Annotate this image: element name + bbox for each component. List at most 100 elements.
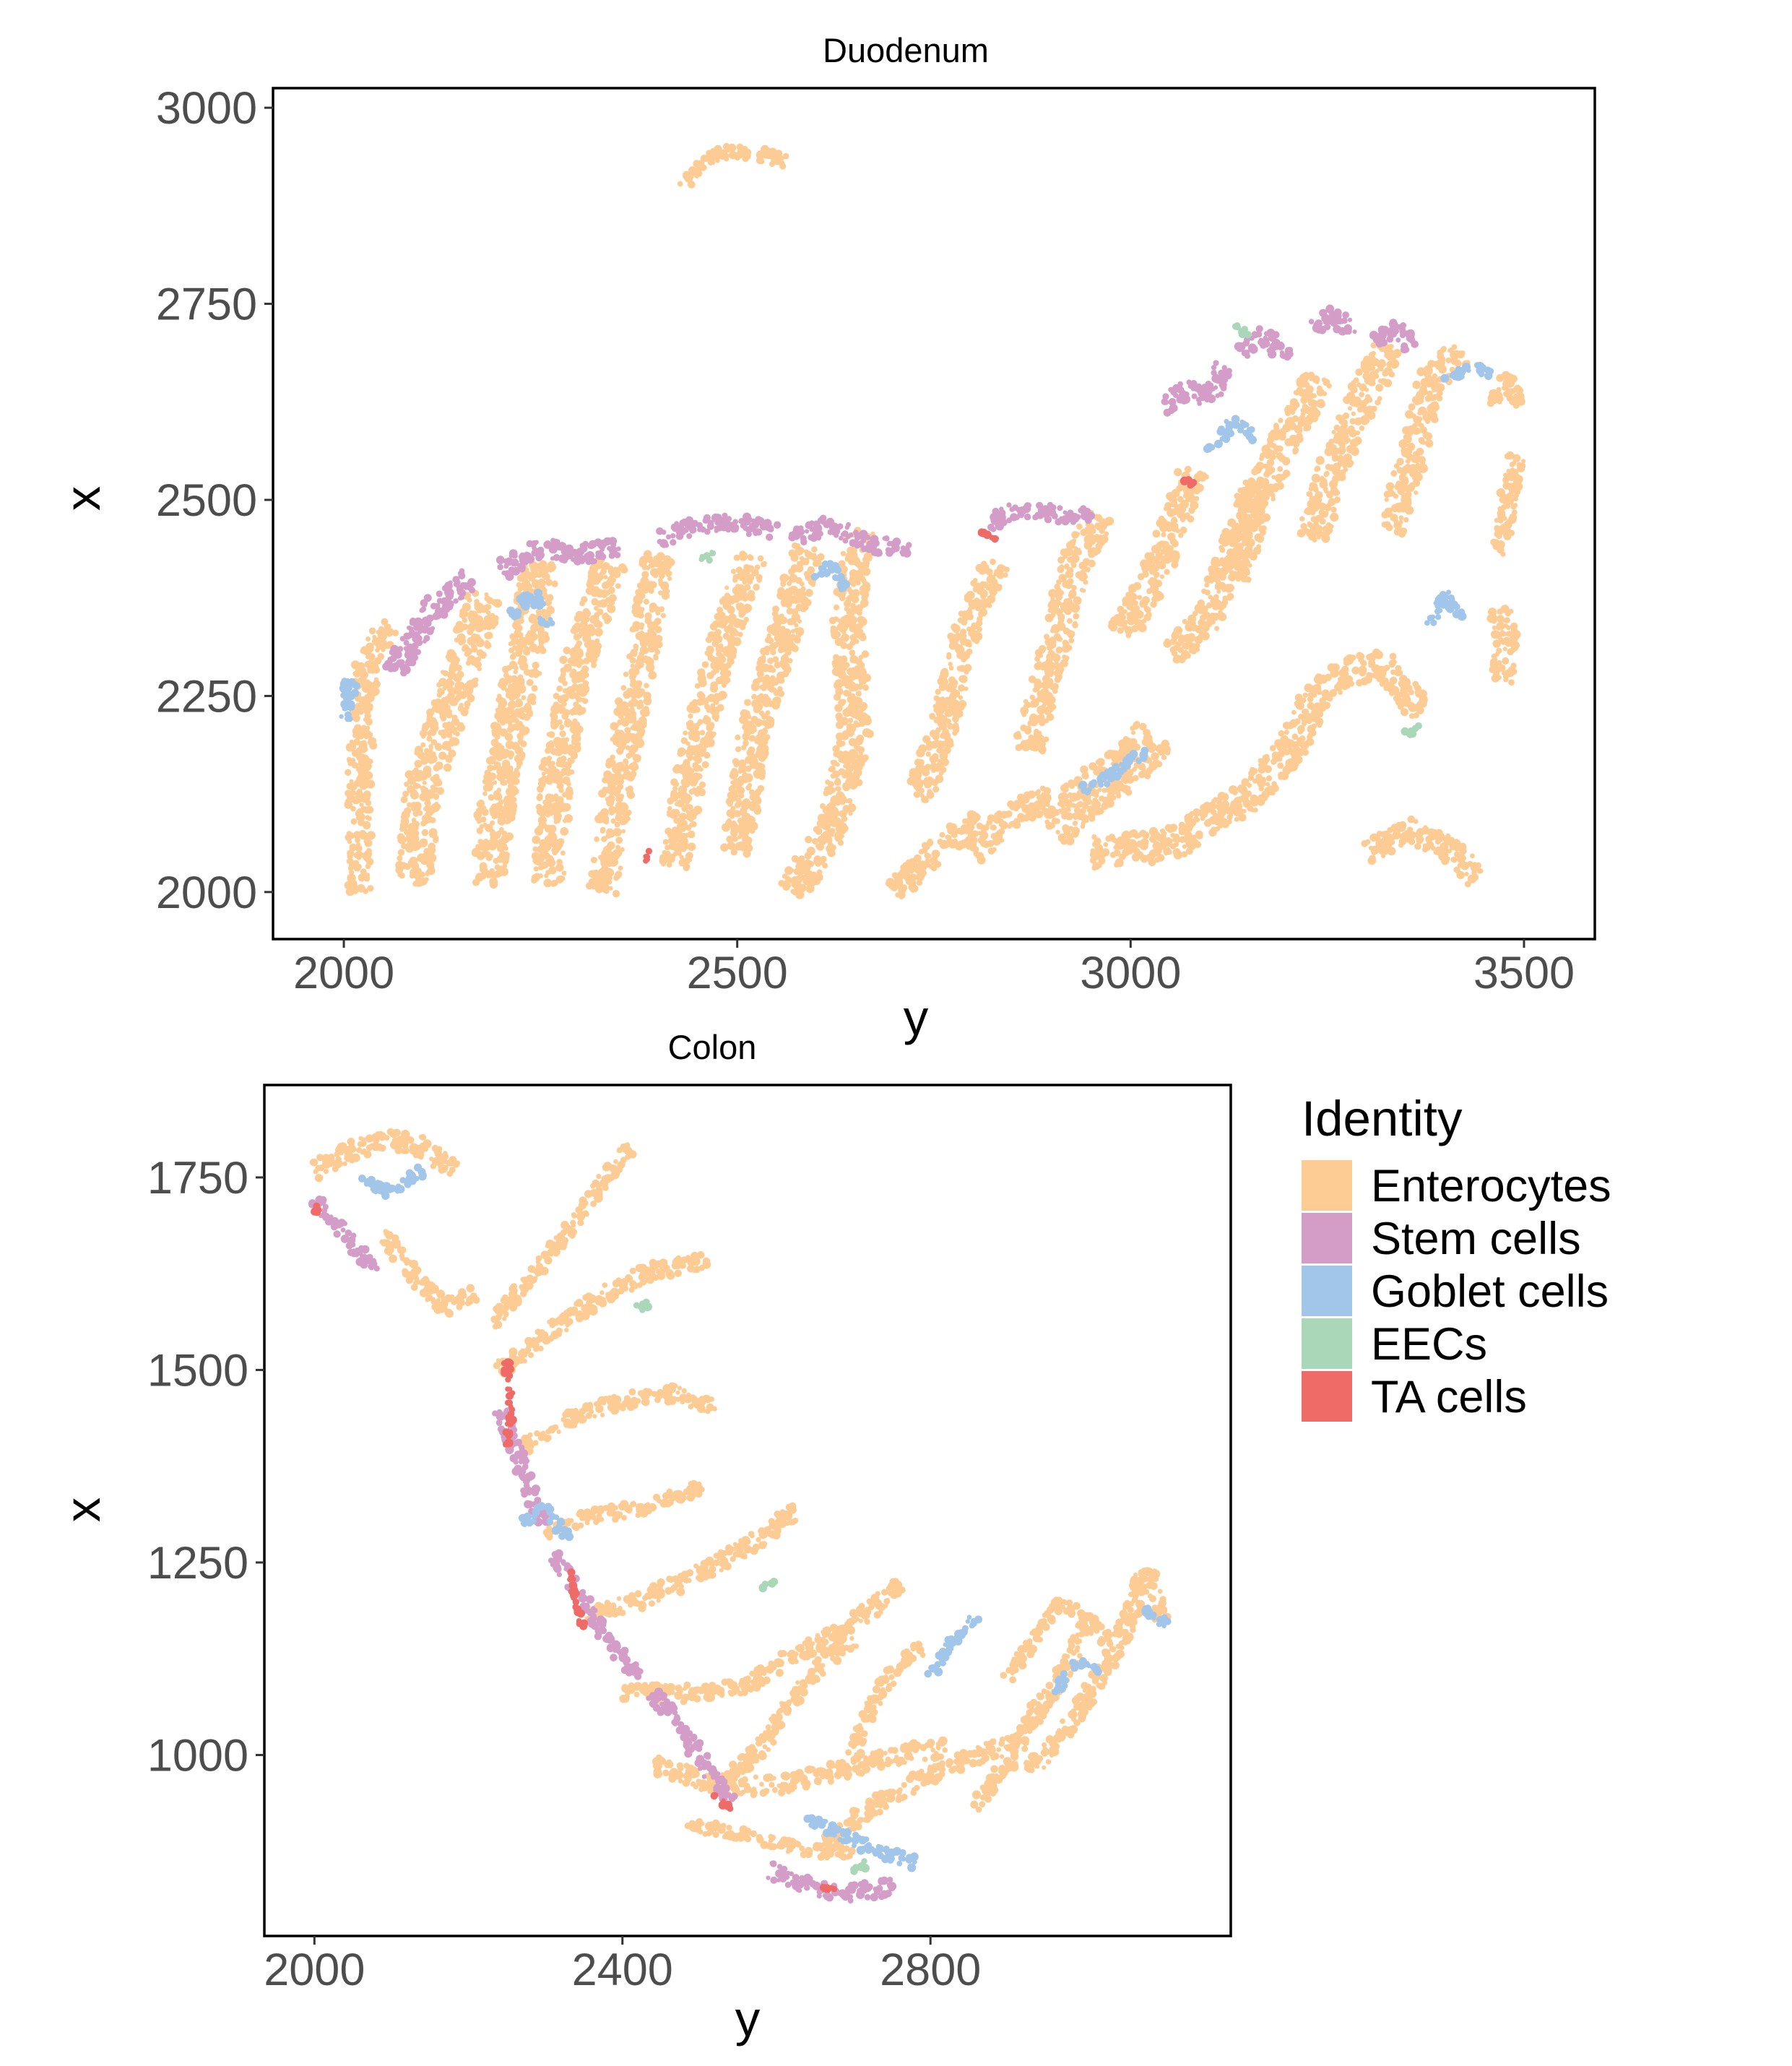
cell-point bbox=[932, 753, 939, 761]
cell-point bbox=[1112, 837, 1118, 844]
cell-point bbox=[498, 812, 506, 819]
cell-point bbox=[566, 782, 571, 787]
cell-point bbox=[515, 639, 521, 646]
cell-point bbox=[924, 852, 931, 859]
cell-point bbox=[678, 826, 683, 832]
cell-point bbox=[1164, 501, 1172, 510]
cell-point bbox=[564, 761, 569, 766]
cell-point bbox=[441, 732, 447, 739]
cell-point bbox=[404, 782, 410, 787]
cell-point bbox=[941, 667, 948, 675]
cell-point bbox=[855, 691, 862, 697]
cell-point bbox=[799, 581, 805, 587]
cell-point bbox=[1020, 706, 1029, 715]
cell-point bbox=[365, 779, 376, 789]
cell-point bbox=[1252, 807, 1258, 813]
cell-point bbox=[667, 571, 672, 576]
cell-point bbox=[1034, 730, 1042, 739]
cell-point bbox=[1048, 600, 1055, 608]
cell-point bbox=[843, 764, 848, 769]
cell-point bbox=[593, 869, 599, 875]
cell-point bbox=[350, 805, 356, 812]
cell-point bbox=[1081, 821, 1086, 826]
cell-point bbox=[1152, 530, 1161, 538]
cell-point bbox=[659, 854, 666, 861]
cell-point bbox=[802, 558, 807, 564]
cell-point bbox=[365, 839, 373, 847]
cell-point bbox=[538, 566, 547, 575]
cell-point bbox=[602, 777, 609, 784]
cell-point bbox=[490, 820, 495, 826]
cell-point bbox=[631, 699, 639, 707]
cell-point bbox=[607, 604, 616, 613]
cell-point bbox=[368, 627, 376, 635]
cell-point bbox=[947, 826, 956, 835]
cell-point bbox=[536, 826, 542, 832]
cell-point bbox=[515, 649, 522, 657]
cell-point bbox=[385, 623, 391, 630]
cell-point bbox=[415, 774, 422, 782]
cell-point bbox=[352, 887, 359, 894]
cell-point bbox=[1216, 803, 1225, 812]
cell-point bbox=[412, 830, 420, 837]
cell-point bbox=[795, 857, 805, 866]
cell-point bbox=[615, 763, 620, 769]
cell-point bbox=[349, 858, 354, 864]
cell-point bbox=[711, 641, 717, 647]
cell-point bbox=[1113, 751, 1119, 756]
cell-point bbox=[375, 647, 380, 653]
cell-point bbox=[1166, 508, 1176, 517]
cell-point bbox=[767, 657, 774, 665]
cell-point bbox=[621, 709, 628, 717]
cell-point bbox=[927, 789, 932, 795]
cell-point bbox=[540, 863, 547, 870]
cell-point bbox=[1062, 608, 1068, 613]
cell-point bbox=[850, 693, 856, 699]
cell-point bbox=[797, 873, 805, 881]
cell-point bbox=[469, 610, 474, 615]
cell-point bbox=[857, 703, 863, 708]
cell-point bbox=[547, 765, 557, 774]
cell-point bbox=[678, 837, 685, 845]
cell-point bbox=[600, 808, 609, 817]
cell-point bbox=[360, 868, 367, 876]
cell-point bbox=[1137, 595, 1143, 600]
cell-point bbox=[546, 605, 555, 615]
cell-point bbox=[957, 617, 964, 623]
cell-point bbox=[766, 633, 771, 638]
cell-point bbox=[684, 777, 691, 783]
cell-point bbox=[462, 647, 467, 652]
cell-point bbox=[615, 844, 620, 850]
cell-point bbox=[561, 701, 567, 707]
cell-point bbox=[795, 603, 803, 611]
cell-point bbox=[512, 770, 521, 779]
cell-point bbox=[864, 569, 871, 575]
cell-point bbox=[359, 782, 368, 790]
cell-point bbox=[603, 574, 608, 580]
cell-point bbox=[788, 549, 796, 558]
cell-point bbox=[411, 769, 417, 776]
cell-point bbox=[743, 847, 748, 852]
cell-point bbox=[905, 876, 914, 886]
cell-point bbox=[399, 826, 405, 832]
cell-point bbox=[488, 756, 496, 765]
cell-point bbox=[925, 862, 931, 868]
cell-point bbox=[590, 857, 597, 864]
cell-point bbox=[733, 778, 740, 785]
cell-cluster-enterocytes-3 bbox=[471, 560, 558, 889]
cell-point bbox=[1028, 675, 1036, 683]
cell-point bbox=[861, 602, 867, 608]
cell-point bbox=[516, 753, 525, 761]
cell-point bbox=[1095, 548, 1101, 553]
cell-point bbox=[940, 758, 948, 766]
cell-point bbox=[553, 693, 560, 699]
cell-point bbox=[420, 856, 429, 865]
cell-point bbox=[1083, 771, 1089, 777]
cell-point bbox=[847, 667, 855, 676]
cell-point bbox=[705, 732, 711, 738]
cell-point bbox=[363, 726, 368, 731]
cell-point bbox=[365, 815, 371, 821]
cell-point bbox=[594, 642, 602, 650]
cell-point bbox=[1128, 587, 1135, 594]
cell-point bbox=[857, 683, 864, 690]
